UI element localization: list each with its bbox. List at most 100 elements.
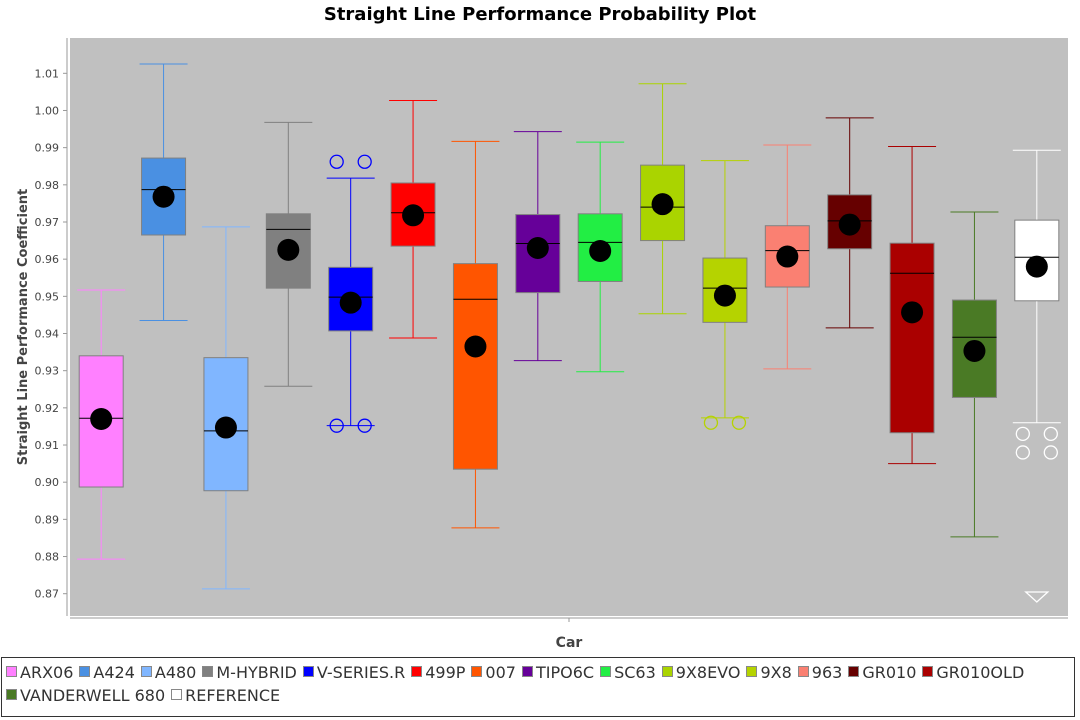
box-9x8 — [700, 160, 749, 430]
y-tick-label: 1.00 — [35, 104, 60, 117]
legend-item: 9X8 — [746, 661, 792, 684]
mean-marker — [277, 238, 300, 261]
mean-marker — [90, 407, 113, 430]
box-gr010old — [888, 146, 937, 465]
mean-marker — [901, 301, 924, 324]
legend-item: ARX06 — [6, 661, 73, 684]
legend-item: 963 — [797, 661, 843, 684]
outlier-marker — [357, 418, 372, 433]
legend-label: A480 — [154, 663, 197, 682]
y-tick-label: 0.94 — [35, 328, 60, 341]
legend-label: 499P — [425, 663, 466, 682]
box-vanderwell-680 — [950, 211, 999, 538]
outlier-marker — [731, 415, 747, 430]
legend-label: 963 — [811, 663, 843, 682]
legend-label: ARX06 — [20, 663, 74, 682]
mean-marker — [589, 239, 612, 262]
box-gr010 — [825, 117, 874, 329]
legend: ARX06 A424 A480 M-HYBRID V-SERIES.R 499P 007 TI… — [1, 657, 1075, 717]
box-9x8evo — [638, 83, 687, 315]
x-axis-label: Car — [556, 635, 583, 651]
outlier-marker — [1043, 445, 1058, 460]
y-tick-label: 0.91 — [35, 439, 60, 452]
mean-marker — [339, 291, 362, 314]
y-tick-label: 0.93 — [35, 365, 60, 378]
legend-swatch — [797, 666, 809, 677]
legend-item: A480 — [140, 661, 197, 684]
box-007 — [451, 140, 500, 529]
mean-marker — [526, 237, 549, 260]
mean-marker — [464, 335, 487, 358]
legend-swatch — [6, 666, 17, 677]
legend-item: GR010OLD — [922, 661, 1024, 684]
mean-marker — [402, 204, 425, 227]
outlier-marker — [1015, 426, 1030, 442]
box-v-series-r — [326, 154, 375, 433]
legend-label: 007 — [485, 663, 516, 682]
box-963 — [763, 144, 812, 370]
legend-label: GR010OLD — [936, 663, 1025, 682]
box-a480 — [201, 226, 250, 590]
outlier-marker — [1015, 445, 1030, 460]
outlier-marker — [357, 154, 372, 169]
legend-item: 007 — [471, 661, 516, 684]
y-tick-label: 0.95 — [35, 290, 60, 303]
mean-marker — [214, 416, 237, 439]
legend-item: A424 — [79, 661, 135, 684]
legend-swatch — [171, 689, 183, 700]
legend-label: 9X8EVO — [675, 663, 741, 682]
legend-label: M-HYBRID — [216, 663, 297, 682]
legend-item: 9X8EVO — [661, 661, 741, 684]
iqr-box — [764, 225, 810, 288]
out-of-range-arrow — [1024, 591, 1050, 603]
outlier-marker — [329, 418, 344, 433]
legend-label: V-SERIES.R — [316, 663, 406, 682]
y-tick-label: 0.96 — [35, 253, 60, 266]
legend-item: SC63 — [600, 661, 656, 684]
y-axis-ticks: 0.87 0.88 0.89 0.90 0.91 0.92 0.93 0.94 0.95 0.96… — [35, 67, 67, 601]
legend-label: VANDERWELL 680 — [20, 686, 166, 705]
outlier-marker — [1043, 426, 1058, 442]
box-m-hybrid — [264, 121, 313, 387]
legend-swatch — [411, 666, 423, 677]
legend-item: VANDERWELL 680 — [6, 684, 165, 707]
legend-label: 9X8 — [760, 663, 792, 682]
legend-swatch — [661, 666, 673, 677]
box-reference — [1012, 149, 1061, 603]
legend-swatch — [6, 689, 17, 700]
legend-swatch — [746, 666, 758, 677]
legend-label: SC63 — [614, 663, 656, 682]
legend-item: TIPO6C — [521, 661, 595, 684]
mean-marker — [838, 213, 861, 236]
outlier-marker — [703, 415, 719, 430]
y-tick-label: 0.98 — [35, 179, 60, 192]
y-axis-label: Straight Line Performance Coefficient — [16, 189, 31, 465]
legend-swatch — [600, 666, 612, 677]
y-tick-label: 0.90 — [35, 476, 60, 489]
legend-swatch — [140, 666, 152, 677]
mean-marker — [963, 339, 986, 362]
outlier-marker — [329, 154, 344, 169]
legend-item: 499P — [411, 661, 465, 684]
legend-label: REFERENCE — [185, 686, 281, 705]
legend-label: TIPO6C — [535, 663, 595, 682]
y-tick-label: 0.87 — [35, 588, 60, 601]
legend-swatch — [922, 666, 934, 677]
legend-swatch — [521, 666, 533, 677]
mean-marker — [776, 245, 799, 268]
legend-swatch — [302, 666, 314, 677]
mean-marker — [1025, 255, 1048, 278]
y-tick-label: 0.88 — [35, 551, 60, 564]
y-tick-label: 0.97 — [35, 216, 60, 229]
legend-item: GR010 — [848, 661, 916, 684]
box-499p — [389, 99, 438, 339]
y-tick-label: 0.92 — [35, 402, 60, 415]
boxes-group — [77, 63, 1061, 603]
legend-swatch — [848, 666, 860, 677]
y-tick-label: 0.99 — [35, 142, 60, 155]
mean-marker — [713, 284, 736, 307]
iqr-box — [452, 263, 498, 470]
legend-label: GR010 — [862, 663, 917, 682]
mean-marker — [651, 193, 674, 216]
